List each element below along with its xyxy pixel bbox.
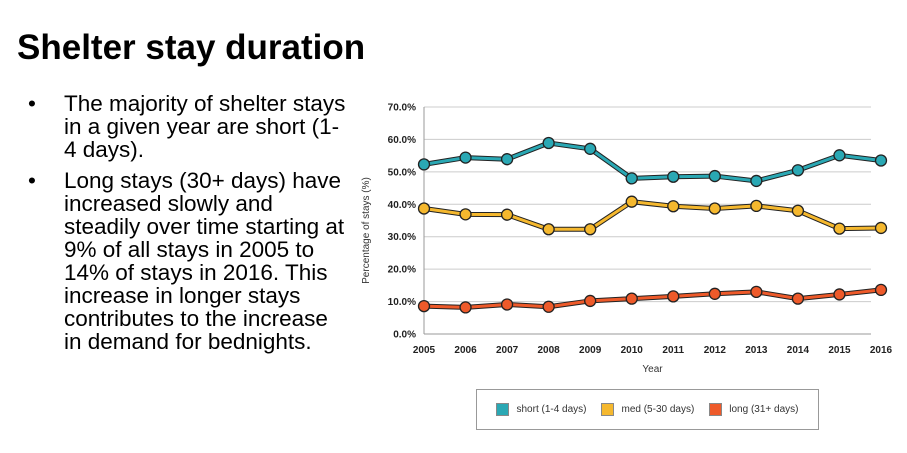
x-tick-label: 2011: [662, 345, 684, 356]
data-point: [584, 142, 597, 155]
y-tick-label: 60.0%: [388, 135, 416, 146]
legend-swatch: [709, 403, 723, 416]
data-point: [459, 301, 472, 314]
data-point: [833, 149, 846, 162]
data-point: [500, 208, 514, 221]
x-axis-label: Year: [642, 364, 663, 375]
legend-label: med (5-30 days): [621, 404, 695, 415]
data-point: [833, 222, 846, 235]
legend-item-med: med (5-30 days): [601, 403, 694, 416]
data-point: [708, 287, 721, 300]
data-point: [459, 151, 472, 164]
data-point: [750, 174, 763, 188]
legend-item-short: short (1-4 days): [496, 403, 587, 416]
data-point: [791, 164, 805, 177]
chart-legend: short (1-4 days) med (5-30 days) long (3…: [476, 389, 819, 430]
data-point: [625, 292, 638, 305]
data-point: [791, 292, 805, 305]
x-tick-label: 2008: [538, 345, 561, 356]
y-tick-label: 40.0%: [388, 200, 416, 211]
x-tick-label: 2006: [454, 345, 477, 356]
data-point: [708, 202, 721, 215]
bullet-item: The majority of shelter stays in a given…: [28, 92, 348, 161]
data-point: [417, 202, 431, 215]
data-point: [874, 154, 888, 167]
y-tick-label: 0.0%: [393, 330, 416, 341]
data-point: [667, 170, 680, 183]
data-point: [500, 153, 514, 166]
legend-label: long (31+ days): [729, 404, 799, 415]
data-point: [625, 172, 638, 185]
data-point: [542, 300, 555, 313]
x-tick-label: 2014: [787, 345, 810, 356]
data-point: [667, 290, 680, 303]
data-point: [750, 199, 763, 213]
y-tick-label: 50.0%: [388, 167, 416, 178]
series-line-0: [423, 141, 882, 183]
data-point: [791, 204, 805, 217]
x-tick-label: 2005: [413, 345, 436, 356]
series-line-outline: [423, 140, 882, 184]
x-tick-label: 2012: [704, 345, 727, 356]
legend-swatch: [496, 403, 510, 416]
legend-swatch: [601, 403, 615, 416]
data-point: [874, 221, 888, 235]
x-tick-label: 2015: [828, 345, 851, 356]
data-point: [542, 223, 555, 236]
data-point: [708, 169, 721, 183]
data-point: [750, 285, 763, 298]
legend-item-long: long (31+ days): [709, 403, 798, 416]
data-point: [417, 158, 431, 171]
bullet-list: The majority of shelter stays in a given…: [28, 92, 348, 361]
y-tick-label: 10.0%: [388, 297, 416, 308]
data-point: [584, 294, 597, 308]
x-tick-label: 2013: [745, 345, 768, 356]
series-line-2: [423, 288, 882, 309]
y-tick-label: 70.0%: [388, 103, 416, 114]
data-point: [459, 208, 472, 221]
y-axis-label: Percentage of stays (%): [361, 177, 372, 284]
data-point: [542, 136, 555, 150]
x-tick-label: 2010: [621, 345, 644, 356]
legend-label: short (1-4 days): [516, 404, 587, 415]
x-tick-label: 2009: [579, 345, 602, 356]
series-line-1: [423, 200, 882, 231]
y-tick-label: 30.0%: [388, 232, 416, 243]
data-point: [625, 195, 638, 208]
data-point: [667, 200, 680, 213]
data-point: [874, 283, 888, 297]
bullet-item: Long stays (30+ days) have increased slo…: [28, 169, 348, 353]
x-tick-label: 2016: [870, 345, 893, 356]
y-tick-label: 20.0%: [388, 265, 416, 276]
data-point: [500, 298, 514, 311]
slide-title: Shelter stay duration: [17, 28, 366, 67]
data-point: [833, 288, 846, 301]
data-point: [584, 223, 597, 236]
x-tick-label: 2007: [496, 345, 519, 356]
data-point: [417, 299, 431, 313]
